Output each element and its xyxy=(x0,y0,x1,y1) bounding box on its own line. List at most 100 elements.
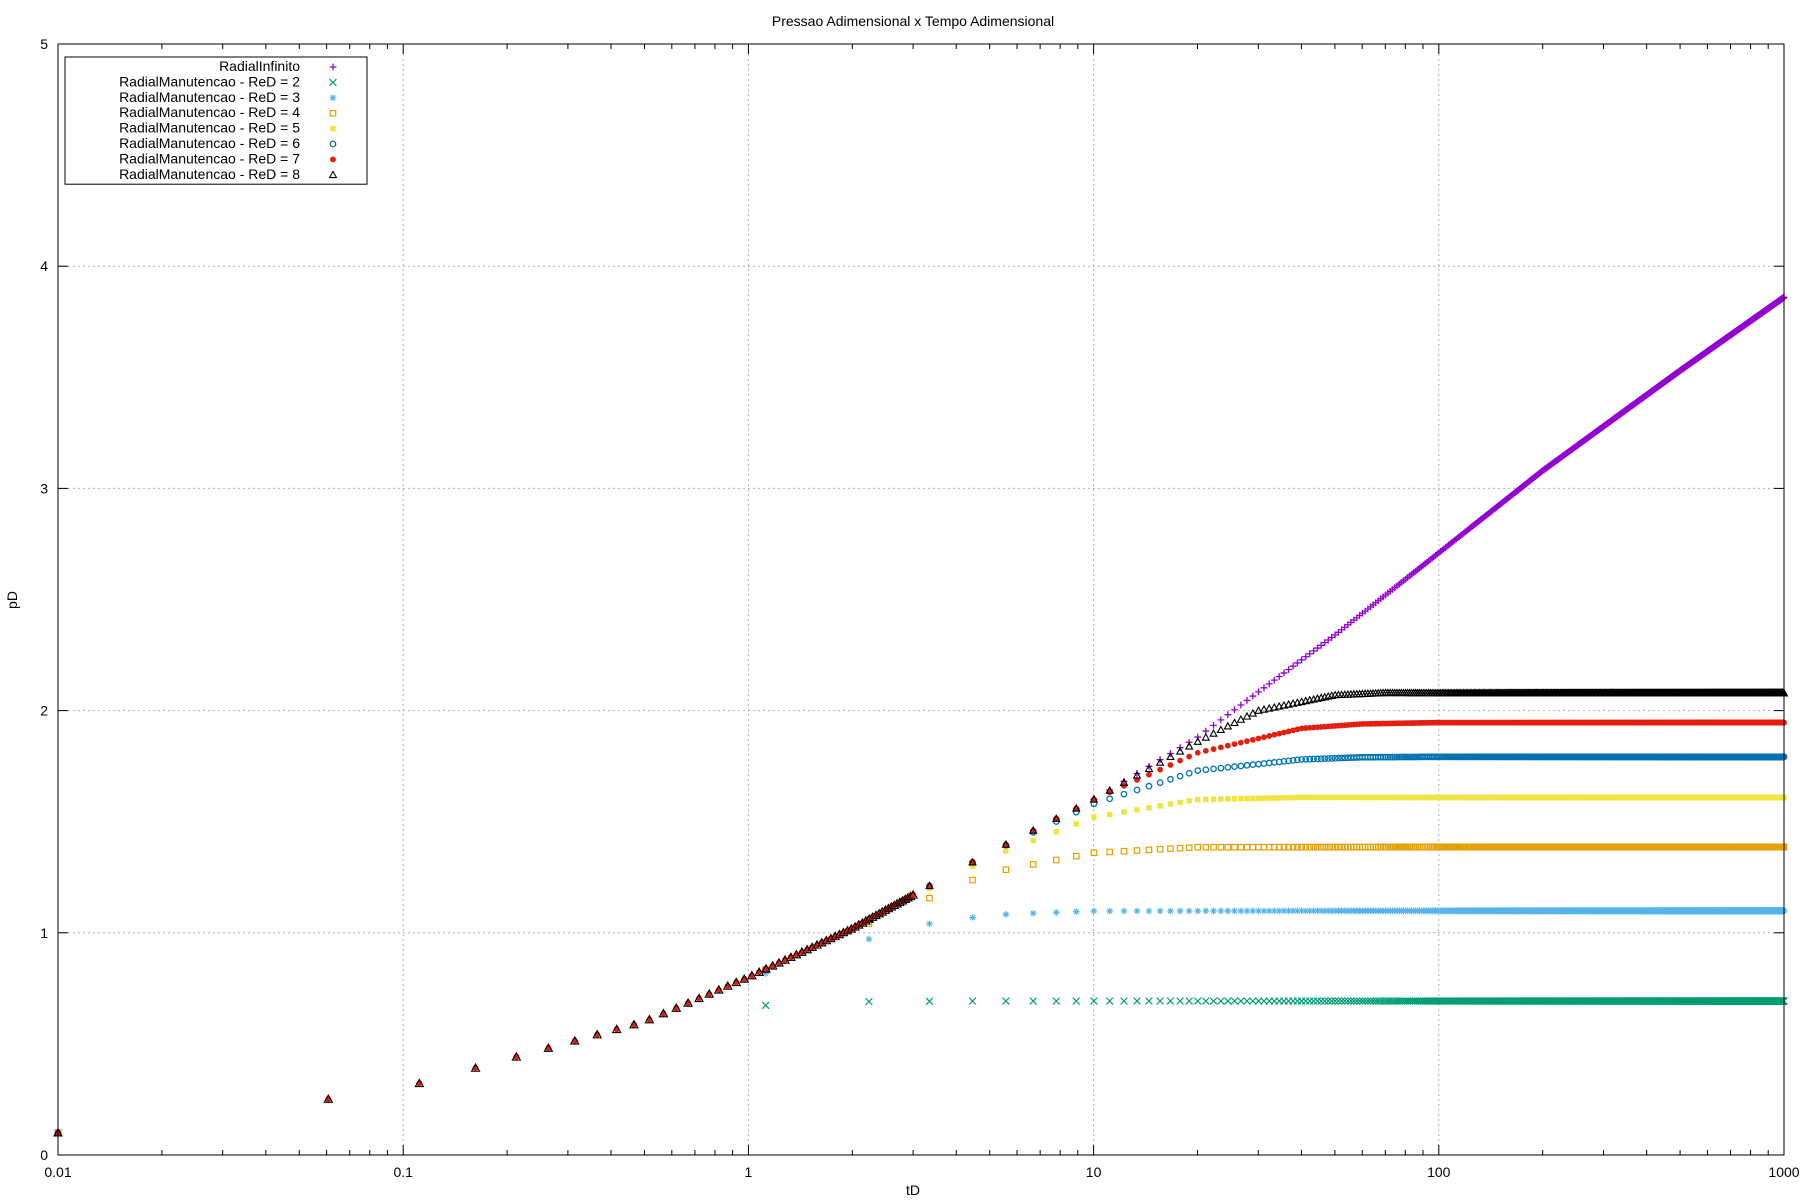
data-point xyxy=(1254,997,1263,1005)
data-point xyxy=(1176,997,1184,1005)
data-point xyxy=(1237,701,1245,709)
data-point xyxy=(1120,907,1128,915)
data-point xyxy=(1133,907,1141,915)
data-point xyxy=(1294,659,1301,667)
data-point xyxy=(1271,795,1278,801)
data-point xyxy=(1243,697,1251,704)
data-point xyxy=(1231,706,1238,714)
data-series-layer xyxy=(53,293,1789,1137)
data-point xyxy=(1350,997,1358,1005)
data-point xyxy=(1230,997,1239,1005)
data-point xyxy=(1266,795,1272,801)
data-point xyxy=(1073,821,1079,827)
series-0 xyxy=(54,293,1788,1137)
data-point xyxy=(1244,795,1250,802)
data-point xyxy=(1217,716,1225,724)
data-point xyxy=(1231,796,1238,802)
data-point xyxy=(1334,997,1343,1005)
data-point xyxy=(1121,809,1127,815)
data-point xyxy=(1210,796,1217,802)
data-point xyxy=(1340,997,1349,1005)
data-point xyxy=(1217,997,1225,1005)
data-point xyxy=(865,935,873,943)
data-point xyxy=(1157,803,1163,809)
data-point xyxy=(1249,692,1257,700)
data-point xyxy=(1133,997,1141,1005)
data-point xyxy=(1324,636,1332,644)
data-point xyxy=(1237,997,1245,1005)
data-point xyxy=(969,914,976,921)
data-point xyxy=(1209,997,1218,1005)
data-point xyxy=(1275,673,1283,680)
data-point xyxy=(1355,997,1364,1005)
data-point xyxy=(1002,997,1010,1005)
data-point xyxy=(1185,997,1194,1005)
data-point xyxy=(1324,997,1333,1005)
data-point xyxy=(1224,907,1232,915)
data-point xyxy=(1146,805,1152,811)
data-point xyxy=(1106,811,1113,818)
data-point xyxy=(1177,799,1183,806)
data-point xyxy=(1029,909,1037,917)
data-point xyxy=(1072,908,1080,916)
data-point xyxy=(1255,795,1262,802)
data-point xyxy=(1302,653,1310,661)
data-point xyxy=(1167,801,1174,807)
data-point xyxy=(1310,647,1318,655)
data-point xyxy=(1166,997,1175,1005)
data-point xyxy=(1105,997,1114,1005)
data-point xyxy=(1202,907,1210,915)
data-point xyxy=(1306,650,1314,658)
data-point xyxy=(1238,795,1244,802)
data-point xyxy=(1317,997,1325,1005)
data-point xyxy=(1091,814,1097,820)
data-point xyxy=(1185,907,1193,915)
data-point xyxy=(1331,997,1339,1005)
data-point xyxy=(1352,997,1361,1005)
data-point xyxy=(1327,997,1336,1005)
data-point xyxy=(1250,795,1256,802)
data-point xyxy=(1003,848,1009,854)
data-point xyxy=(1347,997,1355,1005)
data-point xyxy=(1317,641,1325,649)
data-point xyxy=(1224,997,1232,1005)
data-point xyxy=(1243,907,1251,915)
data-point xyxy=(1260,684,1268,692)
data-point xyxy=(1193,997,1202,1005)
data-point xyxy=(1249,997,1257,1005)
data-point xyxy=(1314,644,1321,652)
data-point xyxy=(1090,907,1098,915)
data-point xyxy=(1419,997,1428,1005)
data-point xyxy=(1186,798,1192,804)
data-point xyxy=(1255,688,1262,696)
data-point xyxy=(1052,909,1060,916)
data-point xyxy=(1243,997,1251,1005)
data-point xyxy=(1337,997,1346,1005)
data-point xyxy=(1106,907,1114,915)
data-point xyxy=(1134,807,1140,813)
data-point xyxy=(1276,795,1282,801)
data-point xyxy=(1090,997,1098,1005)
data-point xyxy=(1218,796,1224,802)
data-point xyxy=(1217,907,1225,915)
data-point xyxy=(1261,795,1267,801)
data-point xyxy=(1270,676,1278,684)
data-point xyxy=(1195,796,1201,803)
data-point xyxy=(1224,711,1232,719)
data-point xyxy=(1176,907,1184,915)
data-point xyxy=(1237,907,1245,915)
data-point xyxy=(1289,662,1297,670)
data-point xyxy=(1202,997,1210,1005)
data-point xyxy=(1030,837,1036,844)
data-point xyxy=(1285,666,1292,673)
data-point xyxy=(1002,910,1010,918)
data-point xyxy=(1298,656,1306,664)
data-point xyxy=(1280,669,1288,677)
data-point xyxy=(1344,997,1352,1005)
data-point xyxy=(1231,907,1238,915)
data-point xyxy=(1167,907,1174,915)
data-point xyxy=(1156,997,1164,1005)
grid-lines xyxy=(58,44,1784,1155)
data-point xyxy=(865,997,873,1006)
